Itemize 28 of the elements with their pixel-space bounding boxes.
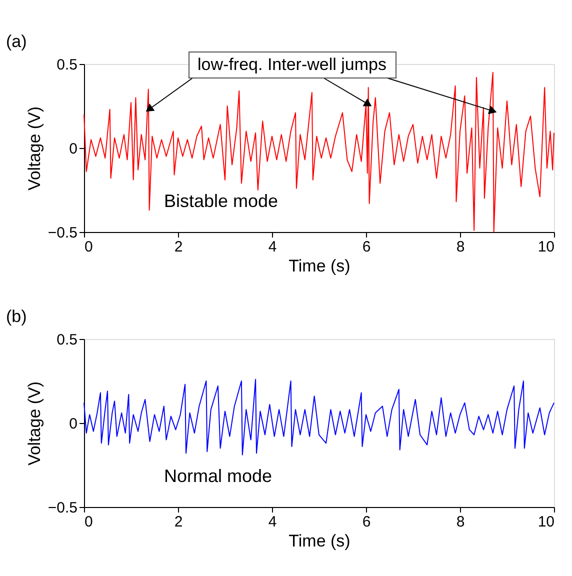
y-tick-label: 0	[69, 416, 78, 432]
x-tick-label: 8	[456, 514, 465, 530]
line-series	[84, 378, 554, 456]
text: (b)	[6, 307, 27, 326]
x-axis-title: Time (s)	[288, 532, 350, 550]
x-axis-title: Time (s)	[288, 256, 350, 276]
x-tick-label: 10	[538, 238, 554, 256]
annotation: low-freq. Inter-well jumps	[198, 55, 386, 74]
y-tick-label: 0.5	[56, 56, 78, 74]
x-tick-label: 10	[538, 514, 554, 530]
y-tick-label: −0.5	[48, 224, 78, 242]
x-tick-label: 2	[174, 514, 183, 530]
x-tick-label: 4	[268, 514, 277, 530]
x-tick-label: 6	[362, 238, 371, 256]
x-tick-label: 8	[456, 238, 465, 256]
x-tick-label: 0	[84, 238, 93, 256]
y-tick-label: 0.5	[56, 332, 78, 348]
x-tick-label: 2	[174, 238, 183, 256]
x-tick-label: 4	[268, 238, 277, 256]
y-tick-label: 0	[69, 140, 78, 158]
text: (a)	[6, 32, 27, 51]
y-tick-label: −0.5	[48, 500, 78, 516]
x-tick-label: 0	[84, 514, 93, 530]
annotation: Bistable mode	[164, 190, 278, 211]
x-tick-label: 6	[362, 514, 371, 530]
annotation: Normal mode	[164, 466, 272, 486]
y-axis-title: Voltage (V)	[24, 106, 44, 191]
y-axis-title: Voltage (V)	[24, 381, 44, 466]
